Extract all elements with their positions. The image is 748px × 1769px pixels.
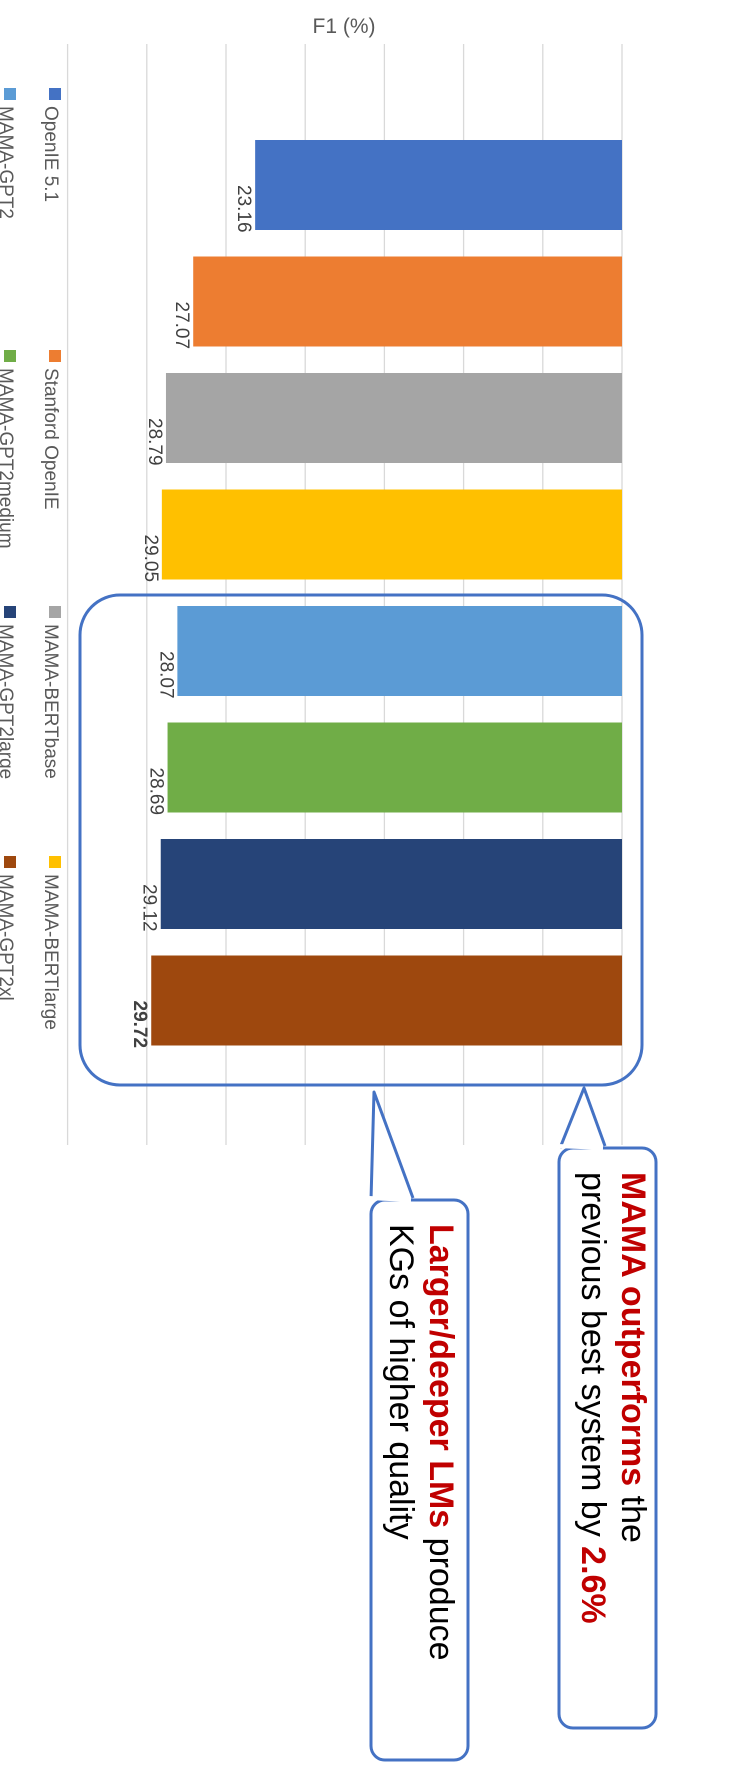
callout-text: MAMA outperforms the xyxy=(614,1172,652,1543)
legend-swatch xyxy=(4,88,16,100)
callout-text: KGs of higher quality xyxy=(382,1224,420,1540)
data-label: 29.12 xyxy=(139,884,160,932)
legend-item: MAMA-GPT2large xyxy=(0,624,16,779)
legend-item: MAMA-GPT2xl xyxy=(0,874,16,1001)
data-label: 29.72 xyxy=(129,1001,150,1049)
bar xyxy=(161,489,622,580)
callout-text: previous best system by 2.6% xyxy=(574,1172,612,1624)
bar xyxy=(177,606,622,696)
callout-box xyxy=(557,1146,658,1730)
bars xyxy=(151,140,622,1046)
legend-item: MAMA-GPT2medium xyxy=(0,368,16,549)
data-label: 28.69 xyxy=(146,768,167,816)
data-label: 28.07 xyxy=(155,651,176,699)
legend: OpenIE 5.1 Stanford OpenIE MAMA-BERTbase MA… xyxy=(0,88,61,1030)
legend-swatch xyxy=(49,350,61,362)
x-axis-title: F1 (%) xyxy=(313,15,376,38)
legend-swatch xyxy=(49,856,61,868)
bar xyxy=(255,140,622,230)
data-label: 29.05 xyxy=(140,535,161,583)
callout-pointer xyxy=(558,1086,607,1149)
callout-pointer xyxy=(369,1090,415,1201)
bar xyxy=(193,256,622,347)
legend-swatch xyxy=(4,856,16,868)
legend-item: Stanford OpenIE xyxy=(40,368,61,510)
legend-item: OpenIE 5.1 xyxy=(40,106,61,202)
legend-swatch xyxy=(49,606,61,618)
data-label: 23.16 xyxy=(233,185,254,233)
data-label: 28.79 xyxy=(144,418,165,466)
bar xyxy=(167,722,622,813)
legend-swatch xyxy=(4,606,16,618)
gpt2-group-frame xyxy=(78,593,644,1087)
legend-item: MAMA-BERTbase xyxy=(40,624,61,779)
data-label: 27.07 xyxy=(171,302,192,350)
callout-text: Larger/deeper LMs produce xyxy=(422,1224,460,1661)
legend-swatch xyxy=(4,350,16,362)
bar xyxy=(151,955,622,1046)
legend-item: MAMA-GPT2 xyxy=(0,106,16,219)
legend-item: MAMA-BERTlarge xyxy=(40,874,61,1030)
data-labels: 23.16 27.07 28.79 29.05 28.07 28.69 29.12 29.72 xyxy=(129,185,254,1048)
legend-swatch xyxy=(49,88,61,100)
bar xyxy=(165,373,622,463)
bar xyxy=(160,839,622,929)
callout-box xyxy=(369,1198,470,1762)
